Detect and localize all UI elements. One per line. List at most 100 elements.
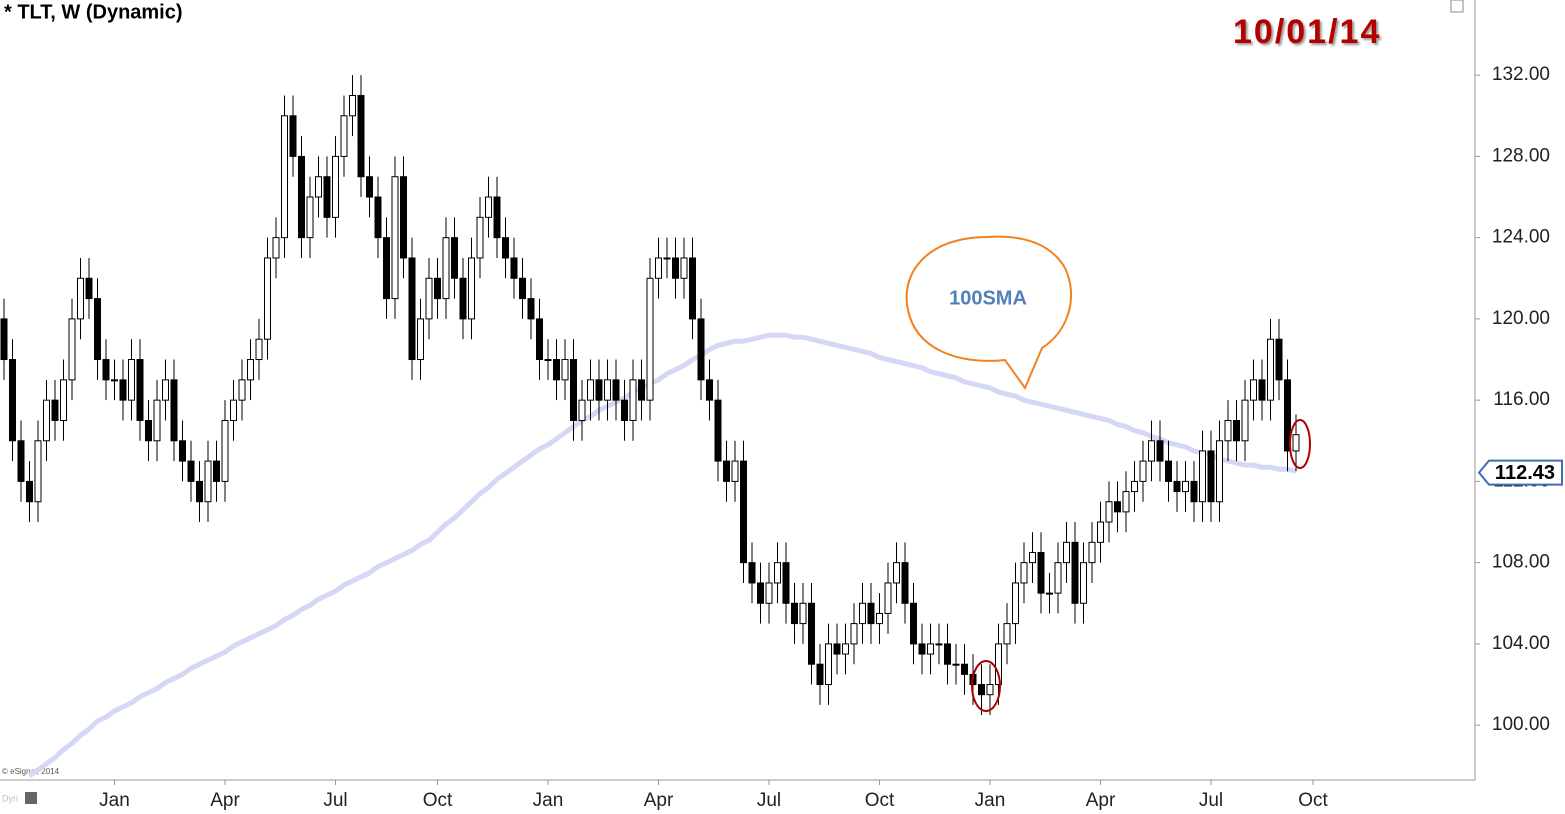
candle-body <box>1173 480 1181 493</box>
candle-body <box>672 257 679 279</box>
candle-body <box>255 338 263 361</box>
candle-body <box>1046 592 1053 595</box>
candle-body <box>1275 338 1283 381</box>
candle-body <box>1003 623 1011 645</box>
candle-body <box>493 196 501 239</box>
x-tick-label: Jul <box>757 790 781 811</box>
candle-body <box>26 480 33 503</box>
candle-body <box>808 602 815 665</box>
candle-body <box>264 257 271 340</box>
candle-body <box>391 176 399 300</box>
candle-body <box>663 257 671 260</box>
candle-body <box>68 318 76 381</box>
x-tick-label: Jul <box>1199 790 1223 811</box>
candle-body <box>918 643 926 655</box>
candle-body <box>961 663 968 675</box>
corner-icon[interactable] <box>25 792 37 804</box>
candle-body <box>1114 501 1121 513</box>
candle-body <box>272 237 280 259</box>
marks: 100.00104.00108.00112.00116.00120.00124.… <box>0 64 1550 811</box>
candle-body <box>1190 480 1198 503</box>
candle-body <box>323 176 331 218</box>
y-tick-label: 104.00 <box>1492 633 1550 654</box>
candle-body <box>9 359 16 442</box>
candle-body <box>111 379 118 382</box>
candle-body <box>910 602 917 645</box>
candle-body <box>1250 379 1257 401</box>
date-label: 10/01/14 <box>1233 13 1381 51</box>
y-tick-label: 116.00 <box>1493 389 1550 410</box>
candle-body <box>281 115 288 239</box>
candle-body <box>638 379 645 401</box>
candle-body <box>765 582 773 604</box>
candle-body <box>1267 338 1274 401</box>
candle-body <box>417 318 424 361</box>
candle-body <box>1122 491 1130 513</box>
candle-body <box>884 582 892 614</box>
candle-body <box>298 155 305 239</box>
candle-body <box>425 277 433 320</box>
candle-body <box>876 612 883 625</box>
candle-body <box>1165 460 1172 482</box>
x-tick-label: Oct <box>423 790 453 811</box>
candle-body <box>485 196 492 218</box>
x-tick-label: Apr <box>1086 790 1116 811</box>
candle-body <box>748 562 756 584</box>
candle-body <box>1105 501 1113 523</box>
candle-body <box>170 379 178 442</box>
candle-body <box>247 359 254 381</box>
candle-body <box>119 379 127 401</box>
candle-body <box>544 359 552 362</box>
y-tick-label: 124.00 <box>1492 227 1550 248</box>
candle-body <box>1156 440 1164 462</box>
x-tick-label: Apr <box>210 790 240 811</box>
corner-label: Dyn <box>2 793 18 803</box>
candle-body <box>1284 379 1291 452</box>
highlight-circle <box>1289 419 1311 469</box>
candle-body <box>527 298 535 320</box>
candle-body <box>867 602 875 625</box>
candle-body <box>697 318 705 381</box>
y-tick-label: 132.00 <box>1492 64 1550 85</box>
candle-body <box>1258 379 1266 401</box>
candle-body <box>1182 480 1189 493</box>
candle-body <box>978 684 985 696</box>
x-tick-label: Jan <box>975 790 1006 811</box>
candle-body <box>510 257 518 279</box>
last-price-label: 112.43 <box>1495 462 1555 484</box>
candle-body <box>1224 419 1232 442</box>
candle-body <box>162 379 169 401</box>
candle-body <box>791 602 798 625</box>
window-icon[interactable] <box>1450 0 1464 13</box>
candle-body <box>221 419 229 482</box>
candle-body <box>1292 434 1300 452</box>
candle-body <box>1199 450 1206 503</box>
candle-body <box>451 237 458 279</box>
candle-body <box>289 115 297 157</box>
highlight-circle <box>971 660 1001 712</box>
candle-body <box>383 237 390 300</box>
candle-body <box>578 399 586 421</box>
candle-body <box>740 460 747 564</box>
candle-body <box>833 643 841 655</box>
candle-body <box>646 277 654 401</box>
chart-title: * TLT, W (Dynamic) <box>4 1 183 23</box>
candle-body <box>952 663 960 666</box>
candle-body <box>213 460 220 482</box>
candle-body <box>842 643 849 655</box>
candle-body <box>153 399 161 442</box>
candle-body <box>230 399 237 421</box>
candle-body <box>204 460 212 503</box>
candle-body <box>927 643 934 655</box>
candle-body <box>757 582 764 604</box>
candle-body <box>434 277 441 300</box>
callout-text: 100SMA <box>949 287 1027 309</box>
candle-body <box>374 196 382 239</box>
candle-body <box>1148 440 1155 462</box>
x-tick-label: Oct <box>1298 790 1328 811</box>
candle-body <box>1131 480 1138 493</box>
candle-body <box>196 480 203 503</box>
candle-body <box>706 379 713 401</box>
y-tick-label: 120.00 <box>1492 308 1550 329</box>
